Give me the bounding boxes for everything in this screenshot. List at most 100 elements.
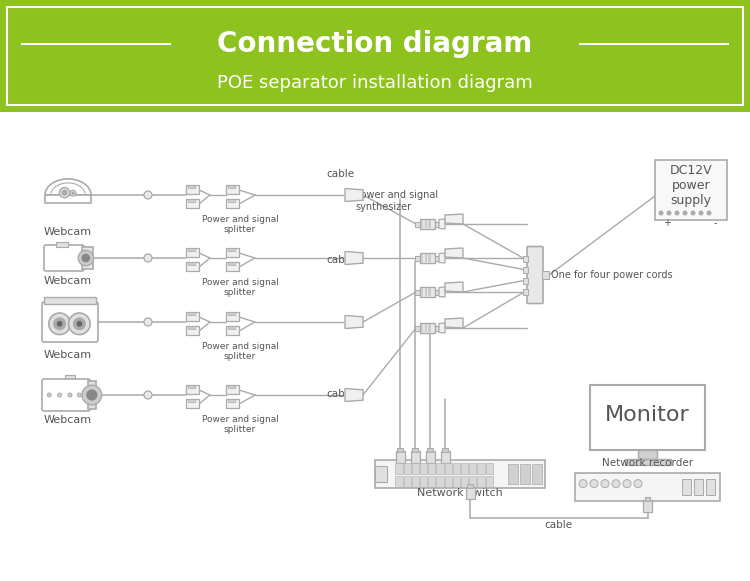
FancyBboxPatch shape xyxy=(186,185,199,194)
FancyBboxPatch shape xyxy=(477,463,484,474)
FancyBboxPatch shape xyxy=(413,448,418,452)
FancyBboxPatch shape xyxy=(228,199,235,202)
Circle shape xyxy=(78,250,94,266)
FancyBboxPatch shape xyxy=(434,256,439,260)
FancyBboxPatch shape xyxy=(485,476,493,487)
Circle shape xyxy=(601,480,609,487)
FancyBboxPatch shape xyxy=(485,463,493,474)
FancyBboxPatch shape xyxy=(436,476,443,487)
FancyBboxPatch shape xyxy=(412,476,419,487)
Circle shape xyxy=(62,190,68,196)
FancyBboxPatch shape xyxy=(682,479,691,496)
Polygon shape xyxy=(439,323,445,333)
Text: cable: cable xyxy=(326,389,354,399)
FancyBboxPatch shape xyxy=(461,476,468,487)
Text: Webcam: Webcam xyxy=(44,276,92,286)
FancyBboxPatch shape xyxy=(186,199,199,208)
FancyBboxPatch shape xyxy=(42,379,90,411)
FancyBboxPatch shape xyxy=(470,463,476,474)
Text: Power and signal
splitter: Power and signal splitter xyxy=(202,215,278,234)
FancyBboxPatch shape xyxy=(625,459,670,465)
FancyBboxPatch shape xyxy=(445,476,452,487)
FancyBboxPatch shape xyxy=(226,326,239,335)
Circle shape xyxy=(634,480,642,487)
Circle shape xyxy=(706,210,712,216)
FancyBboxPatch shape xyxy=(186,385,199,394)
Circle shape xyxy=(47,393,51,397)
FancyBboxPatch shape xyxy=(470,476,476,487)
Circle shape xyxy=(579,480,587,487)
FancyBboxPatch shape xyxy=(424,288,427,296)
Circle shape xyxy=(144,391,152,399)
FancyBboxPatch shape xyxy=(428,254,430,262)
Text: Power and signal
splitter: Power and signal splitter xyxy=(202,415,278,435)
Polygon shape xyxy=(445,282,463,292)
FancyBboxPatch shape xyxy=(694,479,703,496)
Text: One for four power cords: One for four power cords xyxy=(551,270,673,280)
FancyBboxPatch shape xyxy=(428,288,430,296)
FancyBboxPatch shape xyxy=(645,497,650,501)
Text: Connection diagram: Connection diagram xyxy=(217,30,532,58)
FancyBboxPatch shape xyxy=(445,463,452,474)
FancyBboxPatch shape xyxy=(44,297,96,304)
FancyBboxPatch shape xyxy=(415,221,419,227)
FancyBboxPatch shape xyxy=(415,256,419,260)
FancyBboxPatch shape xyxy=(427,448,433,452)
Circle shape xyxy=(49,313,70,335)
Polygon shape xyxy=(345,315,363,328)
Polygon shape xyxy=(439,253,445,263)
FancyBboxPatch shape xyxy=(421,220,424,228)
FancyBboxPatch shape xyxy=(421,324,424,332)
Circle shape xyxy=(658,210,664,216)
FancyBboxPatch shape xyxy=(523,267,528,272)
FancyBboxPatch shape xyxy=(440,451,449,463)
FancyBboxPatch shape xyxy=(424,220,427,228)
Circle shape xyxy=(698,210,703,216)
Text: DC12V
power
supply: DC12V power supply xyxy=(670,163,712,206)
FancyBboxPatch shape xyxy=(532,464,542,484)
Text: Power and signal
synthesizer: Power and signal synthesizer xyxy=(355,190,438,211)
FancyBboxPatch shape xyxy=(228,385,235,388)
FancyBboxPatch shape xyxy=(542,271,549,279)
Text: Webcam: Webcam xyxy=(44,415,92,425)
FancyBboxPatch shape xyxy=(375,465,387,482)
FancyBboxPatch shape xyxy=(419,253,434,263)
FancyBboxPatch shape xyxy=(415,289,419,295)
FancyBboxPatch shape xyxy=(420,476,428,487)
FancyBboxPatch shape xyxy=(428,463,435,474)
Text: -: - xyxy=(713,218,717,228)
Circle shape xyxy=(82,385,102,405)
Circle shape xyxy=(57,321,62,327)
Text: cable: cable xyxy=(326,255,354,265)
FancyBboxPatch shape xyxy=(228,262,235,265)
FancyBboxPatch shape xyxy=(42,302,98,342)
FancyBboxPatch shape xyxy=(188,262,195,265)
FancyBboxPatch shape xyxy=(424,254,427,262)
Circle shape xyxy=(674,210,680,216)
FancyBboxPatch shape xyxy=(428,220,430,228)
FancyBboxPatch shape xyxy=(398,448,403,452)
Polygon shape xyxy=(445,214,463,224)
FancyBboxPatch shape xyxy=(434,221,439,227)
FancyBboxPatch shape xyxy=(44,245,84,271)
Text: Monitor: Monitor xyxy=(605,405,690,425)
Text: +: + xyxy=(663,218,671,228)
Circle shape xyxy=(144,191,152,199)
FancyBboxPatch shape xyxy=(395,476,403,487)
Circle shape xyxy=(682,210,688,216)
FancyBboxPatch shape xyxy=(56,242,68,247)
FancyBboxPatch shape xyxy=(453,463,460,474)
FancyBboxPatch shape xyxy=(461,463,468,474)
FancyBboxPatch shape xyxy=(523,278,528,284)
Text: cable: cable xyxy=(544,520,573,530)
FancyBboxPatch shape xyxy=(375,460,545,488)
FancyBboxPatch shape xyxy=(425,451,434,463)
Circle shape xyxy=(86,389,98,401)
Circle shape xyxy=(76,321,82,327)
Polygon shape xyxy=(445,248,463,258)
FancyBboxPatch shape xyxy=(590,385,705,450)
FancyBboxPatch shape xyxy=(226,199,239,208)
Circle shape xyxy=(73,317,86,330)
FancyBboxPatch shape xyxy=(419,323,434,333)
FancyBboxPatch shape xyxy=(415,325,419,331)
